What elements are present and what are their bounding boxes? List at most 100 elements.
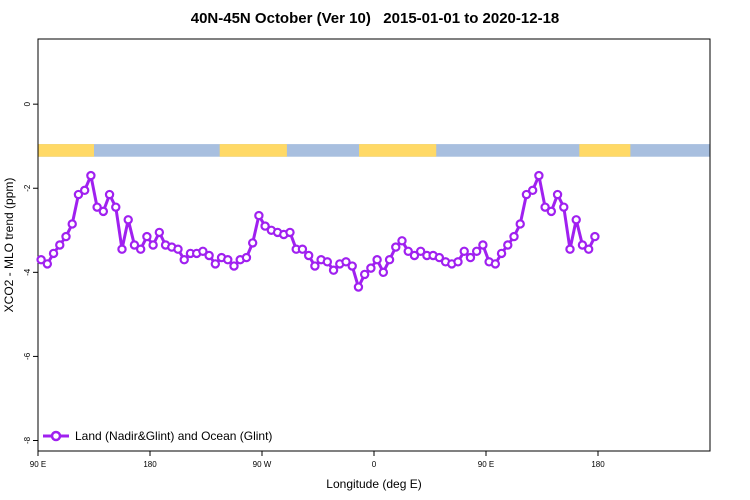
data-point	[204, 250, 214, 261]
data-point	[409, 250, 420, 261]
y-tick-label: -2	[23, 184, 32, 192]
data-point	[241, 252, 252, 263]
y-tick-label: 0	[23, 101, 32, 106]
legend: Land (Nadir&Glint) and Ocean (Glint)	[43, 429, 272, 443]
x-tick-label: 0	[372, 460, 377, 469]
x-tick-label: 180	[143, 460, 157, 469]
y-axis-ticks: 0 -2 -4 -6 -8	[23, 101, 38, 444]
data-point	[546, 206, 557, 217]
data-point	[79, 185, 90, 196]
data-point	[453, 257, 463, 267]
data-point	[92, 202, 102, 212]
data-point	[285, 227, 295, 238]
y-tick-label: -4	[23, 268, 32, 276]
data-point	[247, 238, 258, 248]
data-point	[48, 248, 59, 259]
land-segment	[579, 144, 631, 157]
series-line	[40, 174, 597, 289]
data-point	[378, 267, 389, 278]
land-ocean-strip	[38, 144, 710, 157]
data-point	[254, 210, 264, 221]
data-point	[366, 263, 376, 273]
data-point	[55, 240, 65, 250]
data-point	[36, 255, 46, 265]
data-point	[260, 221, 270, 231]
data-point	[310, 261, 320, 271]
data-point	[509, 231, 519, 242]
data-point	[527, 185, 538, 196]
data-point	[303, 250, 314, 261]
data-point	[173, 244, 183, 254]
data-point	[142, 231, 152, 242]
data-point	[478, 240, 488, 250]
data-point	[359, 269, 370, 280]
y-tick-label: -6	[23, 352, 32, 360]
data-point	[503, 240, 513, 250]
data-point	[577, 240, 588, 250]
data-point	[223, 255, 233, 265]
data-point	[117, 244, 127, 254]
data-point	[515, 219, 525, 229]
data-point	[198, 246, 208, 257]
data-point	[179, 255, 189, 265]
data-point	[341, 257, 351, 267]
data-point	[135, 244, 146, 254]
data-point	[534, 170, 544, 181]
data-point	[129, 240, 140, 250]
data-point	[590, 231, 600, 242]
data-point	[415, 246, 426, 257]
data-point	[372, 255, 382, 265]
y-axis-label: XCO2 - MLO trend (ppm)	[2, 178, 16, 313]
data-point	[521, 189, 532, 200]
data-point	[104, 189, 115, 200]
data-point	[328, 265, 339, 275]
data-point	[540, 202, 550, 212]
data-point	[459, 246, 469, 257]
data-point	[434, 252, 445, 263]
data-point	[403, 246, 413, 257]
legend-marker	[50, 430, 62, 442]
data-point	[465, 252, 476, 263]
y-tick-label: -8	[23, 436, 32, 444]
data-point	[565, 244, 575, 254]
x-tick-label: 90 E	[30, 460, 46, 469]
data-point	[210, 259, 221, 269]
data-point	[154, 227, 165, 238]
data-point	[148, 240, 158, 250]
land-segment	[38, 144, 94, 157]
data-point	[384, 255, 395, 265]
data-point	[571, 215, 581, 225]
data-point	[73, 189, 84, 200]
data-point	[552, 189, 563, 200]
data-point	[297, 244, 308, 254]
data-point	[559, 202, 569, 212]
x-tick-label: 180	[591, 460, 605, 469]
data-point	[42, 259, 53, 269]
data-point	[353, 282, 364, 292]
x-tick-label: 90 W	[253, 460, 272, 469]
series-layer	[36, 170, 600, 292]
data-point	[397, 236, 407, 246]
data-point	[496, 248, 507, 259]
data-point	[123, 215, 133, 225]
data-point	[322, 257, 333, 267]
x-tick-label: 90 E	[478, 460, 494, 469]
land-segment	[359, 144, 437, 157]
x-axis-ticks: 90 E 180 90 W 0 90 E 180	[30, 451, 605, 469]
data-point	[391, 242, 401, 252]
data-point	[229, 261, 239, 271]
chart-title: 40N-45N October (Ver 10) 2015-01-01 to 2…	[190, 10, 560, 27]
data-point	[98, 206, 109, 217]
data-point	[61, 231, 71, 242]
x-axis-label: Longitude (deg E)	[326, 477, 421, 491]
data-point	[583, 244, 594, 254]
data-point	[490, 259, 501, 269]
data-point	[111, 202, 121, 212]
data-point	[347, 261, 357, 271]
data-point	[471, 246, 482, 257]
land-segment	[219, 144, 287, 157]
legend-entry-label: Land (Nadir&Glint) and Ocean (Glint)	[75, 429, 272, 443]
data-point	[86, 170, 96, 181]
data-point	[67, 219, 77, 229]
